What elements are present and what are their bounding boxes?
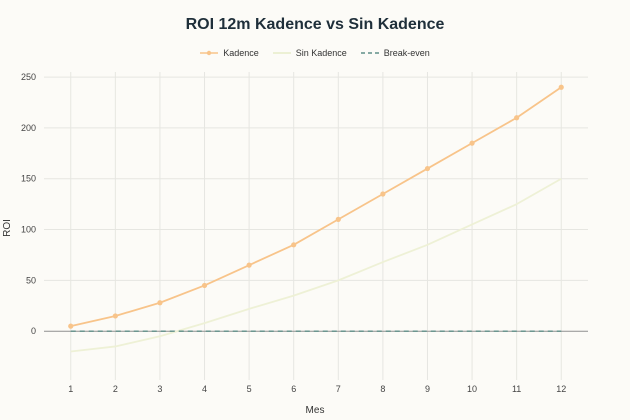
legend-label-break-even: Break-even [383,48,430,58]
x-tick-label: 11 [512,384,521,394]
x-tick-label: 1 [68,384,73,394]
x-tick-label: 7 [336,384,341,394]
x-tick-label: 9 [425,384,430,394]
x-axis-title: Mes [306,405,325,416]
legend-label-kadence: Kadence [223,48,259,58]
y-tick-label: 100 [21,225,36,235]
legend-item-break-even[interactable]: Break-even [360,48,430,58]
legend-label-sin-kadence: Sin Kadence [295,48,347,58]
series-line-kadence [70,86,562,328]
data-point-kadence[interactable] [157,300,163,306]
data-point-kadence[interactable] [469,140,475,146]
data-point-kadence[interactable] [201,282,208,289]
legend-swatch-break-even [360,48,379,58]
x-tick-label: 10 [467,384,477,394]
chart-title: ROI 12m Kadence vs Sin Kadence [185,16,445,33]
series [68,84,564,353]
legend-item-sin-kadence[interactable]: Sin Kadence [272,48,347,58]
data-point-kadence[interactable] [514,115,520,121]
x-tick-label: 12 [556,384,566,394]
x-tick-label: 4 [202,384,207,394]
data-point-kadence[interactable] [291,242,297,248]
y-axis-title: ROI [2,219,13,237]
y-tick-label: 0 [31,326,36,336]
legend: Kadence Sin Kadence Break-even [0,48,630,58]
data-point-kadence[interactable] [68,323,74,329]
data-point-kadence[interactable] [380,191,386,197]
y-tick-label: 200 [21,123,36,133]
y-tick-label: 50 [26,275,36,285]
x-tick-label: 8 [380,384,385,394]
data-point-kadence[interactable] [335,216,341,222]
x-tick-label: 5 [247,384,252,394]
legend-swatch-sin-kadence [272,48,291,58]
x-tick-label: 6 [291,384,296,394]
x-tick-label: 2 [113,384,118,394]
data-point-kadence[interactable] [558,84,564,90]
grid [44,72,588,380]
y-tick-label: 250 [21,72,36,82]
data-point-kadence[interactable] [112,313,118,319]
data-point-kadence[interactable] [424,165,431,172]
legend-swatch-kadence [200,48,219,58]
y-tick-label: 150 [21,174,36,184]
series-line-sin-kadence [70,177,562,353]
x-tick-label: 3 [157,384,162,394]
legend-item-kadence[interactable]: Kadence [200,48,259,58]
data-point-kadence[interactable] [246,262,252,268]
